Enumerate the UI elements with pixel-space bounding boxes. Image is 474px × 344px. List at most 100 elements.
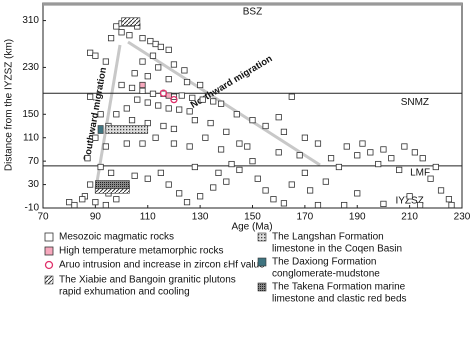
point bbox=[223, 178, 230, 185]
point bbox=[380, 200, 387, 207]
point bbox=[207, 119, 214, 127]
x-tick-label: 190 bbox=[349, 212, 366, 223]
point bbox=[307, 187, 314, 194]
point bbox=[159, 89, 168, 97]
point bbox=[354, 152, 361, 159]
point bbox=[270, 196, 277, 203]
range-bar bbox=[105, 125, 149, 134]
point bbox=[181, 67, 188, 74]
point bbox=[178, 92, 185, 99]
point bbox=[288, 181, 295, 188]
point bbox=[314, 201, 322, 209]
x-tick-label: 130 bbox=[192, 212, 209, 223]
point bbox=[118, 29, 125, 36]
point bbox=[249, 117, 256, 124]
point bbox=[139, 58, 146, 65]
point bbox=[280, 200, 288, 207]
legend-label: conglomerate-mudstone bbox=[272, 269, 380, 280]
point bbox=[367, 149, 374, 156]
point bbox=[170, 140, 178, 147]
x-tick-label: 150 bbox=[244, 212, 261, 223]
y-tick-label: 230 bbox=[22, 62, 39, 73]
point bbox=[165, 105, 172, 112]
legend-label: limestone and clastic red beds bbox=[272, 294, 407, 305]
point bbox=[157, 43, 164, 51]
point bbox=[380, 146, 387, 153]
point bbox=[189, 94, 196, 101]
point bbox=[113, 196, 120, 203]
x-tick-label: 110 bbox=[140, 212, 156, 223]
point bbox=[139, 35, 146, 42]
point bbox=[128, 117, 136, 124]
point bbox=[149, 52, 157, 59]
point bbox=[155, 64, 162, 71]
point bbox=[249, 158, 256, 165]
point bbox=[128, 84, 136, 92]
legend-label: The Langshan Formation bbox=[272, 232, 384, 243]
point bbox=[118, 81, 125, 89]
point bbox=[217, 100, 225, 107]
point bbox=[223, 128, 230, 135]
point bbox=[296, 152, 303, 159]
point bbox=[92, 199, 99, 206]
point bbox=[183, 78, 191, 86]
point bbox=[233, 111, 240, 118]
point bbox=[170, 125, 178, 133]
point bbox=[359, 140, 366, 147]
point bbox=[262, 122, 269, 130]
point bbox=[102, 58, 109, 65]
point bbox=[79, 196, 86, 203]
point bbox=[107, 169, 115, 176]
point bbox=[139, 81, 146, 89]
point bbox=[123, 140, 130, 147]
legend-label: limestone in the Coqen Basin bbox=[272, 244, 402, 255]
point bbox=[183, 199, 191, 206]
range-bar bbox=[97, 125, 104, 134]
point bbox=[236, 140, 243, 147]
point bbox=[314, 140, 322, 147]
point bbox=[354, 190, 361, 197]
point bbox=[335, 163, 343, 171]
point bbox=[97, 111, 104, 118]
point bbox=[197, 193, 204, 200]
x-tick-label: 70 bbox=[37, 212, 49, 223]
point bbox=[262, 187, 269, 194]
point bbox=[157, 169, 164, 176]
boundary-label: IYZSZ bbox=[395, 196, 423, 207]
y-axis-label: Distance from the IYZSZ (km) bbox=[4, 39, 15, 171]
point bbox=[280, 128, 288, 135]
point bbox=[301, 169, 308, 176]
range-bar bbox=[121, 17, 141, 27]
point bbox=[275, 114, 282, 121]
range-bar bbox=[95, 180, 130, 189]
point bbox=[165, 76, 172, 83]
point bbox=[126, 32, 133, 39]
point bbox=[97, 163, 104, 171]
point bbox=[123, 105, 130, 112]
point bbox=[152, 40, 159, 48]
point bbox=[411, 149, 418, 156]
point bbox=[210, 98, 217, 105]
point bbox=[396, 166, 403, 174]
point bbox=[301, 134, 308, 141]
legend-label: The Daxiong Formation bbox=[272, 257, 377, 268]
legend-symbol bbox=[257, 232, 267, 242]
legend-label: Mesozoic magmatic rocks bbox=[59, 232, 174, 243]
point bbox=[343, 143, 350, 150]
point bbox=[102, 143, 109, 150]
boundary-label: BSZ bbox=[243, 6, 262, 17]
point bbox=[191, 117, 198, 124]
legend-symbol bbox=[257, 257, 267, 267]
point bbox=[134, 96, 141, 103]
point bbox=[432, 163, 439, 171]
point bbox=[186, 143, 193, 150]
legend: Mesozoic magmatic rocks High temperature … bbox=[44, 232, 407, 305]
point bbox=[165, 46, 172, 53]
point bbox=[170, 61, 178, 68]
point bbox=[275, 149, 282, 156]
boundary-label: LMF bbox=[410, 167, 430, 178]
point bbox=[139, 87, 146, 94]
point bbox=[92, 52, 99, 59]
point bbox=[176, 190, 183, 197]
point bbox=[416, 201, 424, 209]
